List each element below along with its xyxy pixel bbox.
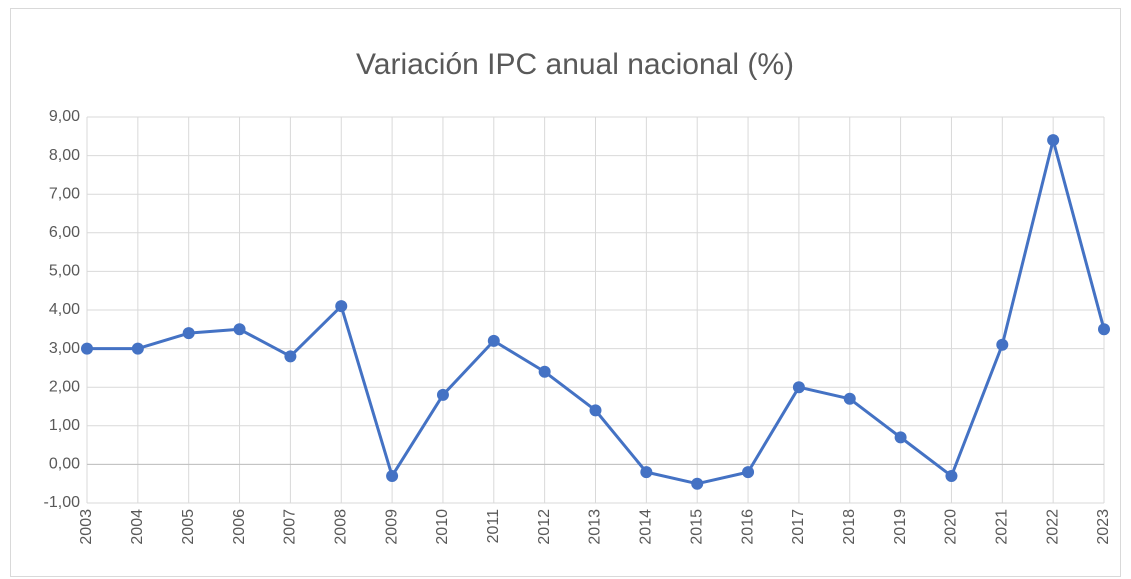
y-tick-label: 9,00 xyxy=(49,108,80,125)
data-point xyxy=(131,342,144,355)
y-tick-label: 0,00 xyxy=(49,456,80,473)
data-point xyxy=(843,392,856,405)
x-tick-label: 2009 xyxy=(383,509,400,545)
data-point xyxy=(436,388,449,401)
data-point xyxy=(945,469,958,482)
x-tick-label: 2005 xyxy=(180,509,197,545)
data-point xyxy=(386,469,399,482)
data-point xyxy=(81,342,93,355)
x-tick-label: 2022 xyxy=(1044,509,1061,545)
data-point xyxy=(182,327,195,340)
data-point xyxy=(538,365,551,378)
y-tick-label: 2,00 xyxy=(49,378,80,395)
x-tick-label: 2003 xyxy=(78,509,95,545)
data-point xyxy=(792,381,805,394)
y-tick-label: 3,00 xyxy=(49,340,80,357)
x-tick-label: 2007 xyxy=(282,509,299,545)
x-tick-label: 2023 xyxy=(1095,509,1112,545)
x-tick-label: 2018 xyxy=(841,509,858,545)
x-tick-label: 2014 xyxy=(638,509,655,545)
data-point xyxy=(640,466,653,479)
y-tick-label: -1,00 xyxy=(44,494,81,511)
x-tick-label: 2010 xyxy=(434,509,451,545)
data-point xyxy=(589,404,602,417)
x-tick-label: 2019 xyxy=(892,509,909,545)
y-tick-label: 6,00 xyxy=(49,224,80,241)
data-point xyxy=(1047,134,1060,147)
data-point xyxy=(1098,323,1110,336)
data-point xyxy=(894,431,907,444)
chart-title: Variación IPC anual nacional (%) xyxy=(356,48,794,81)
x-tick-label: 2011 xyxy=(485,509,502,544)
x-tick-label: 2017 xyxy=(790,509,807,545)
x-tick-label: 2008 xyxy=(332,509,349,545)
x-tick-label: 2013 xyxy=(587,509,604,545)
x-tick-label: 2015 xyxy=(688,509,705,545)
y-tick-label: 1,00 xyxy=(49,417,80,434)
chart-border xyxy=(10,8,1121,577)
data-point xyxy=(487,334,500,347)
data-point xyxy=(996,338,1009,351)
y-tick-label: 7,00 xyxy=(49,185,80,202)
x-tick-label: 2016 xyxy=(739,509,756,545)
data-point xyxy=(284,350,297,363)
y-tick-label: 8,00 xyxy=(49,147,80,164)
x-tick-label: 2006 xyxy=(231,509,248,545)
data-point xyxy=(691,477,704,490)
x-tick-label: 2004 xyxy=(129,509,146,545)
x-tick-label: 2021 xyxy=(994,509,1011,545)
y-tick-label: 5,00 xyxy=(49,263,80,280)
y-tick-label: 4,00 xyxy=(49,301,80,318)
x-tick-label: 2020 xyxy=(943,509,960,545)
x-tick-label: 2012 xyxy=(536,509,553,545)
data-point xyxy=(742,466,755,479)
data-point xyxy=(335,300,348,313)
data-point xyxy=(233,323,246,336)
